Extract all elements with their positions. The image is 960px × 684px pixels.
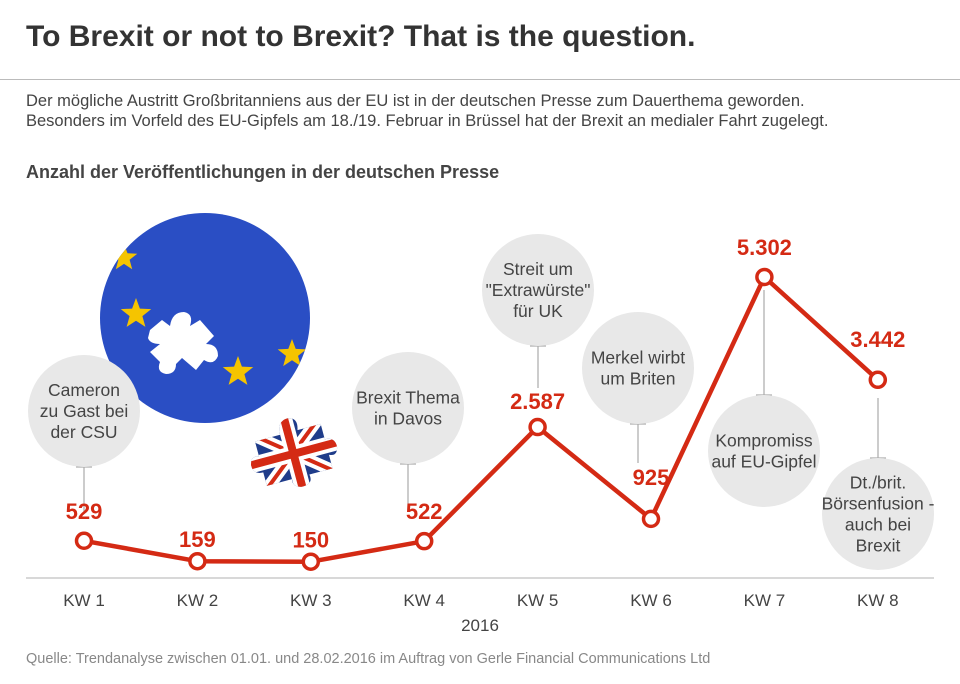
series-line	[83, 274, 880, 564]
source-note: Quelle: Trendanalyse zwischen 01.01. und…	[26, 651, 711, 667]
annotation-text: um Briten	[601, 369, 676, 389]
annotation-text: "Extrawürste"	[486, 280, 591, 300]
star-icon	[277, 339, 307, 367]
annotation-text: Merkel wirbt	[591, 348, 685, 368]
data-label: 159	[179, 527, 216, 552]
x-tick-label: KW 3	[290, 591, 332, 610]
annotation-text: der CSU	[50, 422, 117, 442]
x-tick-label: KW 4	[403, 591, 445, 610]
data-label: 2.587	[510, 389, 565, 414]
annotation-bubble	[28, 355, 140, 467]
annotation-text: auf EU-Gipfel	[711, 452, 816, 472]
page-title: To Brexit or not to Brexit? That is the …	[26, 20, 696, 53]
annotation-text: Börsenfusion -	[822, 494, 935, 514]
annotation-text: Dt./brit.	[850, 473, 906, 493]
data-point	[414, 531, 434, 551]
annotation-bubble	[482, 234, 594, 346]
annotation-text: zu Gast bei	[40, 401, 129, 421]
annotation-text: in Davos	[374, 409, 442, 429]
annotation-text: Brexit Thema	[356, 388, 460, 408]
data-point	[755, 267, 774, 287]
data-label: 925	[633, 465, 670, 490]
data-point	[641, 509, 661, 529]
subtitle: Der mögliche Austritt Großbritanniens au…	[26, 91, 946, 131]
data-point	[868, 370, 888, 390]
data-label: 5.302	[737, 235, 792, 260]
x-tick-label: KW 7	[744, 591, 786, 610]
annotation-text: Cameron	[48, 380, 120, 400]
annotation-text: Kompromiss	[715, 431, 812, 451]
data-label: 522	[406, 499, 443, 524]
annotation-bubble	[708, 395, 820, 507]
data-label: 150	[292, 528, 329, 553]
eu-flag-globe-icon	[100, 213, 310, 423]
annotation-text: Brexit	[856, 536, 901, 556]
annotation-bubble	[352, 352, 464, 464]
annotation-bubble	[582, 312, 694, 424]
x-axis-label: 2016	[461, 616, 499, 635]
annotation-text: für UK	[513, 301, 563, 321]
subtitle-line: Besonders im Vorfeld des EU-Gipfels am 1…	[26, 112, 829, 130]
data-label: 529	[66, 499, 103, 524]
data-label: 3.442	[850, 327, 905, 352]
data-point	[188, 551, 207, 571]
x-tick-label: KW 2	[177, 591, 219, 610]
subtitle-line: Der mögliche Austritt Großbritanniens au…	[26, 92, 805, 110]
x-tick-label: KW 1	[63, 591, 105, 610]
title-divider	[0, 79, 960, 80]
annotation-text: Streit um	[503, 259, 573, 279]
chart-title: Anzahl der Veröffentlichungen in der deu…	[26, 162, 500, 182]
star-icon	[110, 244, 138, 270]
annotation-text: auch bei	[845, 515, 911, 535]
data-point	[528, 417, 547, 437]
annotation-bubble	[822, 458, 934, 570]
star-icon	[120, 298, 152, 327]
puzzle-piece-icon	[148, 312, 218, 374]
x-tick-label: KW 6	[630, 591, 672, 610]
data-point	[74, 531, 94, 551]
x-tick-label: KW 8	[857, 591, 899, 610]
data-point	[301, 552, 321, 571]
x-tick-label: KW 5	[517, 591, 559, 610]
star-icon	[222, 356, 254, 385]
union-jack-puzzle-icon	[241, 407, 345, 499]
